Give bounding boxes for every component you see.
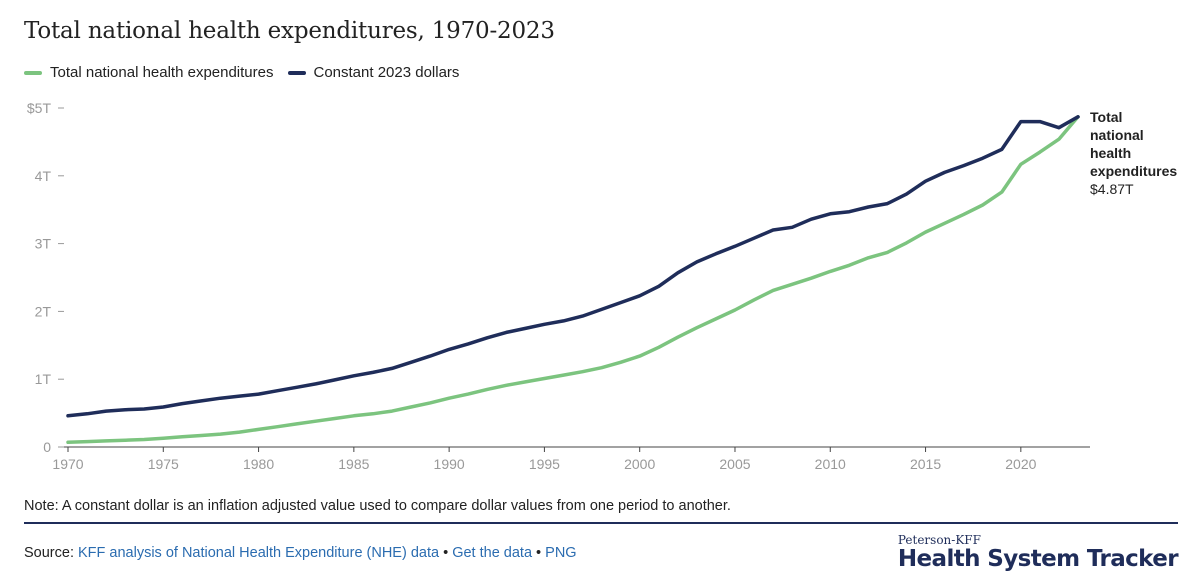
source-prefix: Source:: [24, 545, 78, 561]
series-line-constant: [66, 115, 1080, 418]
end-label-text: health: [1090, 145, 1131, 161]
legend-swatch-nominal: [24, 70, 42, 75]
x-tick-label: 1970: [52, 456, 83, 472]
brand-top: Peterson-KFF: [897, 533, 981, 547]
series-line-nominal: [66, 115, 1080, 445]
legend-label-constant: Constant 2023 dollars: [313, 64, 460, 81]
brand-main: Health System Tracker: [897, 546, 1179, 572]
x-tick-label: 2000: [624, 456, 655, 472]
y-tick-label: $5T: [27, 100, 52, 116]
footer-divider: [24, 522, 1178, 524]
x-tick-label: 1975: [148, 456, 179, 472]
y-tick-label: 3T: [35, 236, 52, 252]
x-tick-label: 1995: [529, 456, 560, 472]
chart-title: Total national health expenditures, 1970…: [24, 18, 555, 44]
x-tick-label: 1985: [338, 456, 369, 472]
x-tick-label: 2020: [1005, 456, 1036, 472]
line-chart: 0 1T 2T 3T 4T $5T 1970 1975 1980 1985 1990 1995 2000…: [27, 100, 1177, 472]
source-separator: •: [532, 545, 546, 561]
x-tick-label: 1980: [243, 456, 274, 472]
x-tick-label: 2015: [910, 456, 941, 472]
legend-label-nominal: Total national health expenditures: [50, 64, 274, 81]
x-tick-label: 2005: [719, 456, 750, 472]
y-tick-label: 1T: [35, 371, 52, 387]
source-line: Source: KFF analysis of National Health …: [24, 545, 577, 561]
chart-note: Note: A constant dollar is an inflation …: [24, 498, 731, 514]
y-tick-label: 2T: [35, 303, 52, 319]
end-label-text: national: [1090, 127, 1144, 143]
end-label-text: Total: [1090, 109, 1122, 125]
legend-swatch-constant: [287, 70, 306, 75]
legend-item-constant[interactable]: Constant 2023 dollars: [287, 64, 460, 81]
get-data-link[interactable]: Get the data: [452, 545, 533, 561]
end-label-value: $4.87T: [1090, 181, 1134, 197]
y-tick-label: 4T: [35, 168, 52, 184]
source-link-nhe[interactable]: KFF analysis of National Health Expendit…: [78, 545, 440, 561]
legend-item-nominal[interactable]: Total national health expenditures: [24, 64, 274, 81]
legend: Total national health expenditures Const…: [24, 64, 459, 81]
brand-logo[interactable]: Peterson-KFF Health System Tracker: [897, 533, 1179, 572]
x-tick-label: 1990: [434, 456, 465, 472]
x-tick-label: 2010: [815, 456, 846, 472]
png-link[interactable]: PNG: [545, 545, 577, 561]
source-separator: •: [439, 545, 453, 561]
y-tick-label: 0: [43, 439, 51, 455]
end-label-text: expenditures: [1090, 163, 1177, 179]
